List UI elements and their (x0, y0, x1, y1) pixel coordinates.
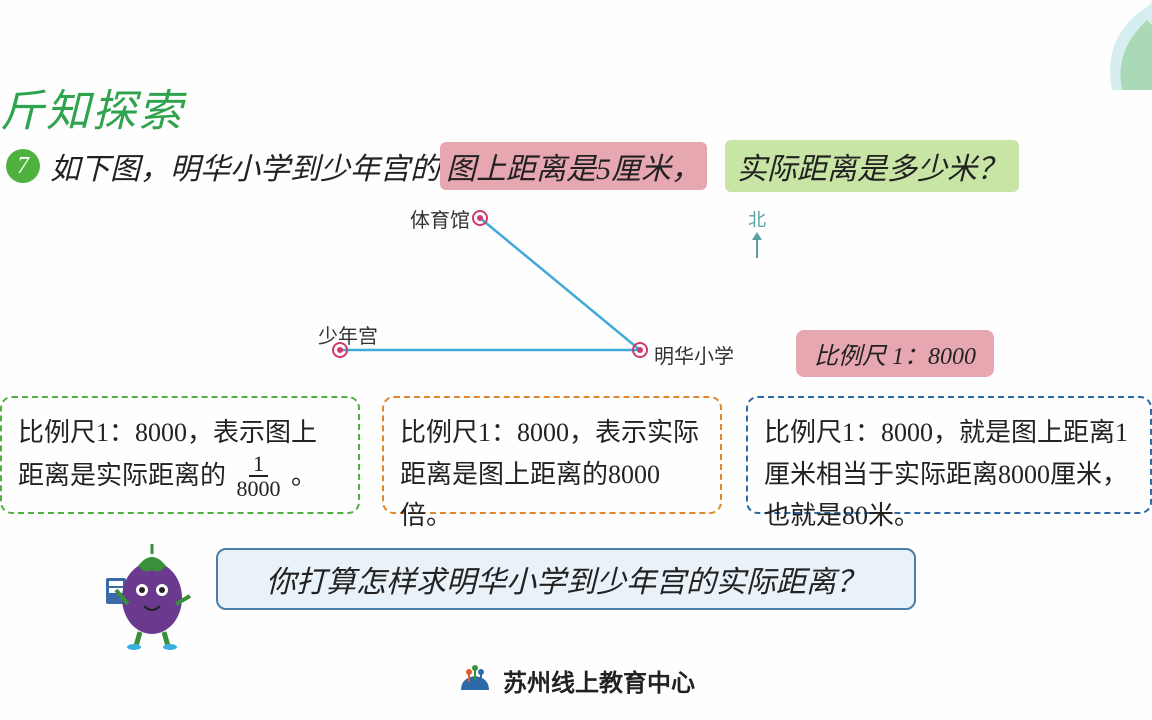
question-number-badge: 7 (6, 149, 40, 183)
footer: 苏州线上教育中心 (0, 662, 1152, 698)
section-title: 斤知探索 (0, 75, 184, 139)
compass-arrow-icon (748, 232, 766, 260)
question-highlight-green: 实际距离是多少米？ (725, 140, 1019, 192)
scale-badge: 比例尺 1：8000 (796, 330, 994, 377)
footer-logo-icon (457, 662, 493, 698)
explanation-box-orange: 比例尺1：8000，表示实际距离是图上距离的8000倍。 (382, 396, 722, 514)
mascot-eggplant (100, 540, 200, 650)
speech-bubble: 你打算怎样求明华小学到少年宫的实际距离？ (216, 548, 916, 610)
compass-label: 北 (748, 206, 766, 232)
label-school: 明华小学 (654, 340, 734, 369)
question-row: 7 如下图，明华小学到少年宫的 图上距离是5厘米， 实际距离是多少米？ (0, 140, 1019, 192)
fraction-numerator: 1 (249, 452, 268, 477)
compass: 北 (748, 206, 766, 260)
explanation-box-blue: 比例尺1：8000，就是图上距离1厘米相当于实际距离8000厘米，也就是80米。 (746, 396, 1152, 514)
box-green-post: 。 (291, 461, 317, 490)
label-stadium: 体育馆 (410, 204, 470, 233)
footer-text: 苏州线上教育中心 (503, 663, 695, 698)
question-highlight-pink: 图上距离是5厘米， (440, 142, 707, 190)
label-palace: 少年宫 (318, 320, 378, 349)
fraction: 1 8000 (233, 452, 285, 500)
fraction-denominator: 8000 (233, 477, 285, 500)
question-part1: 如下图，明华小学到少年宫的 (50, 144, 440, 188)
map-diagram: 体育馆 少年宫 明华小学 (320, 200, 780, 380)
explanation-box-green: 比例尺1：8000，表示图上距离是实际距离的 1 8000 。 (0, 396, 360, 514)
corner-decoration (1102, 0, 1152, 90)
